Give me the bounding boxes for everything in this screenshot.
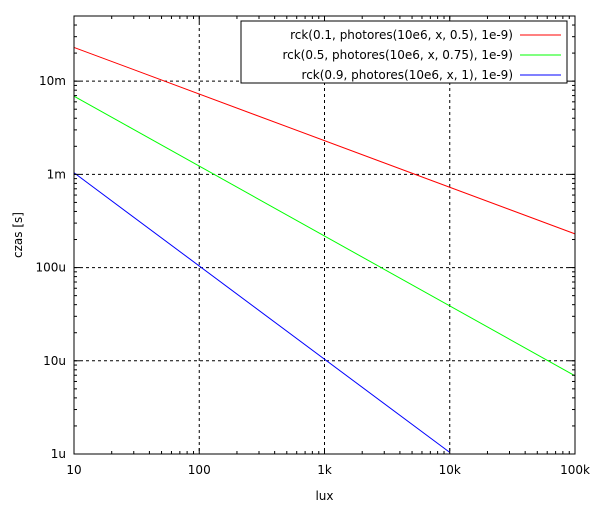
y-tick-label: 10m [39, 74, 66, 88]
grid [74, 16, 575, 454]
y-axis-label: czas [s] [11, 212, 25, 258]
y-tick-label: 1u [51, 447, 66, 461]
series-line-2 [73, 95, 576, 377]
y-tick-label: 1m [47, 167, 66, 181]
x-tick-label: 100 [188, 463, 211, 477]
series-line-3 [73, 172, 451, 453]
axis-ticks: 10 100 1k 10k 100k 1u 10u 100u 1m 10m [35, 15, 590, 477]
x-axis-label: lux [315, 489, 333, 503]
legend-label: rck(0.5, photores(10e6, x, 0.75), 1e-9) [282, 48, 513, 62]
legend-label: rck(0.1, photores(10e6, x, 0.5), 1e-9) [290, 28, 513, 42]
legend-box [240, 20, 568, 84]
legend-label: rck(0.9, photores(10e6, x, 1), 1e-9) [302, 68, 513, 82]
y-tick-label: 100u [35, 261, 66, 275]
x-tick-label: 1k [317, 463, 332, 477]
series-line-1 [73, 46, 576, 235]
legend: rck(0.1, photores(10e6, x, 0.5), 1e-9) rc… [240, 20, 568, 84]
series-lines [73, 46, 576, 453]
x-tick-label: 10 [66, 463, 81, 477]
y-tick-label: 10u [43, 354, 66, 368]
x-tick-label: 100k [560, 463, 590, 477]
x-tick-label: 10k [439, 463, 461, 477]
